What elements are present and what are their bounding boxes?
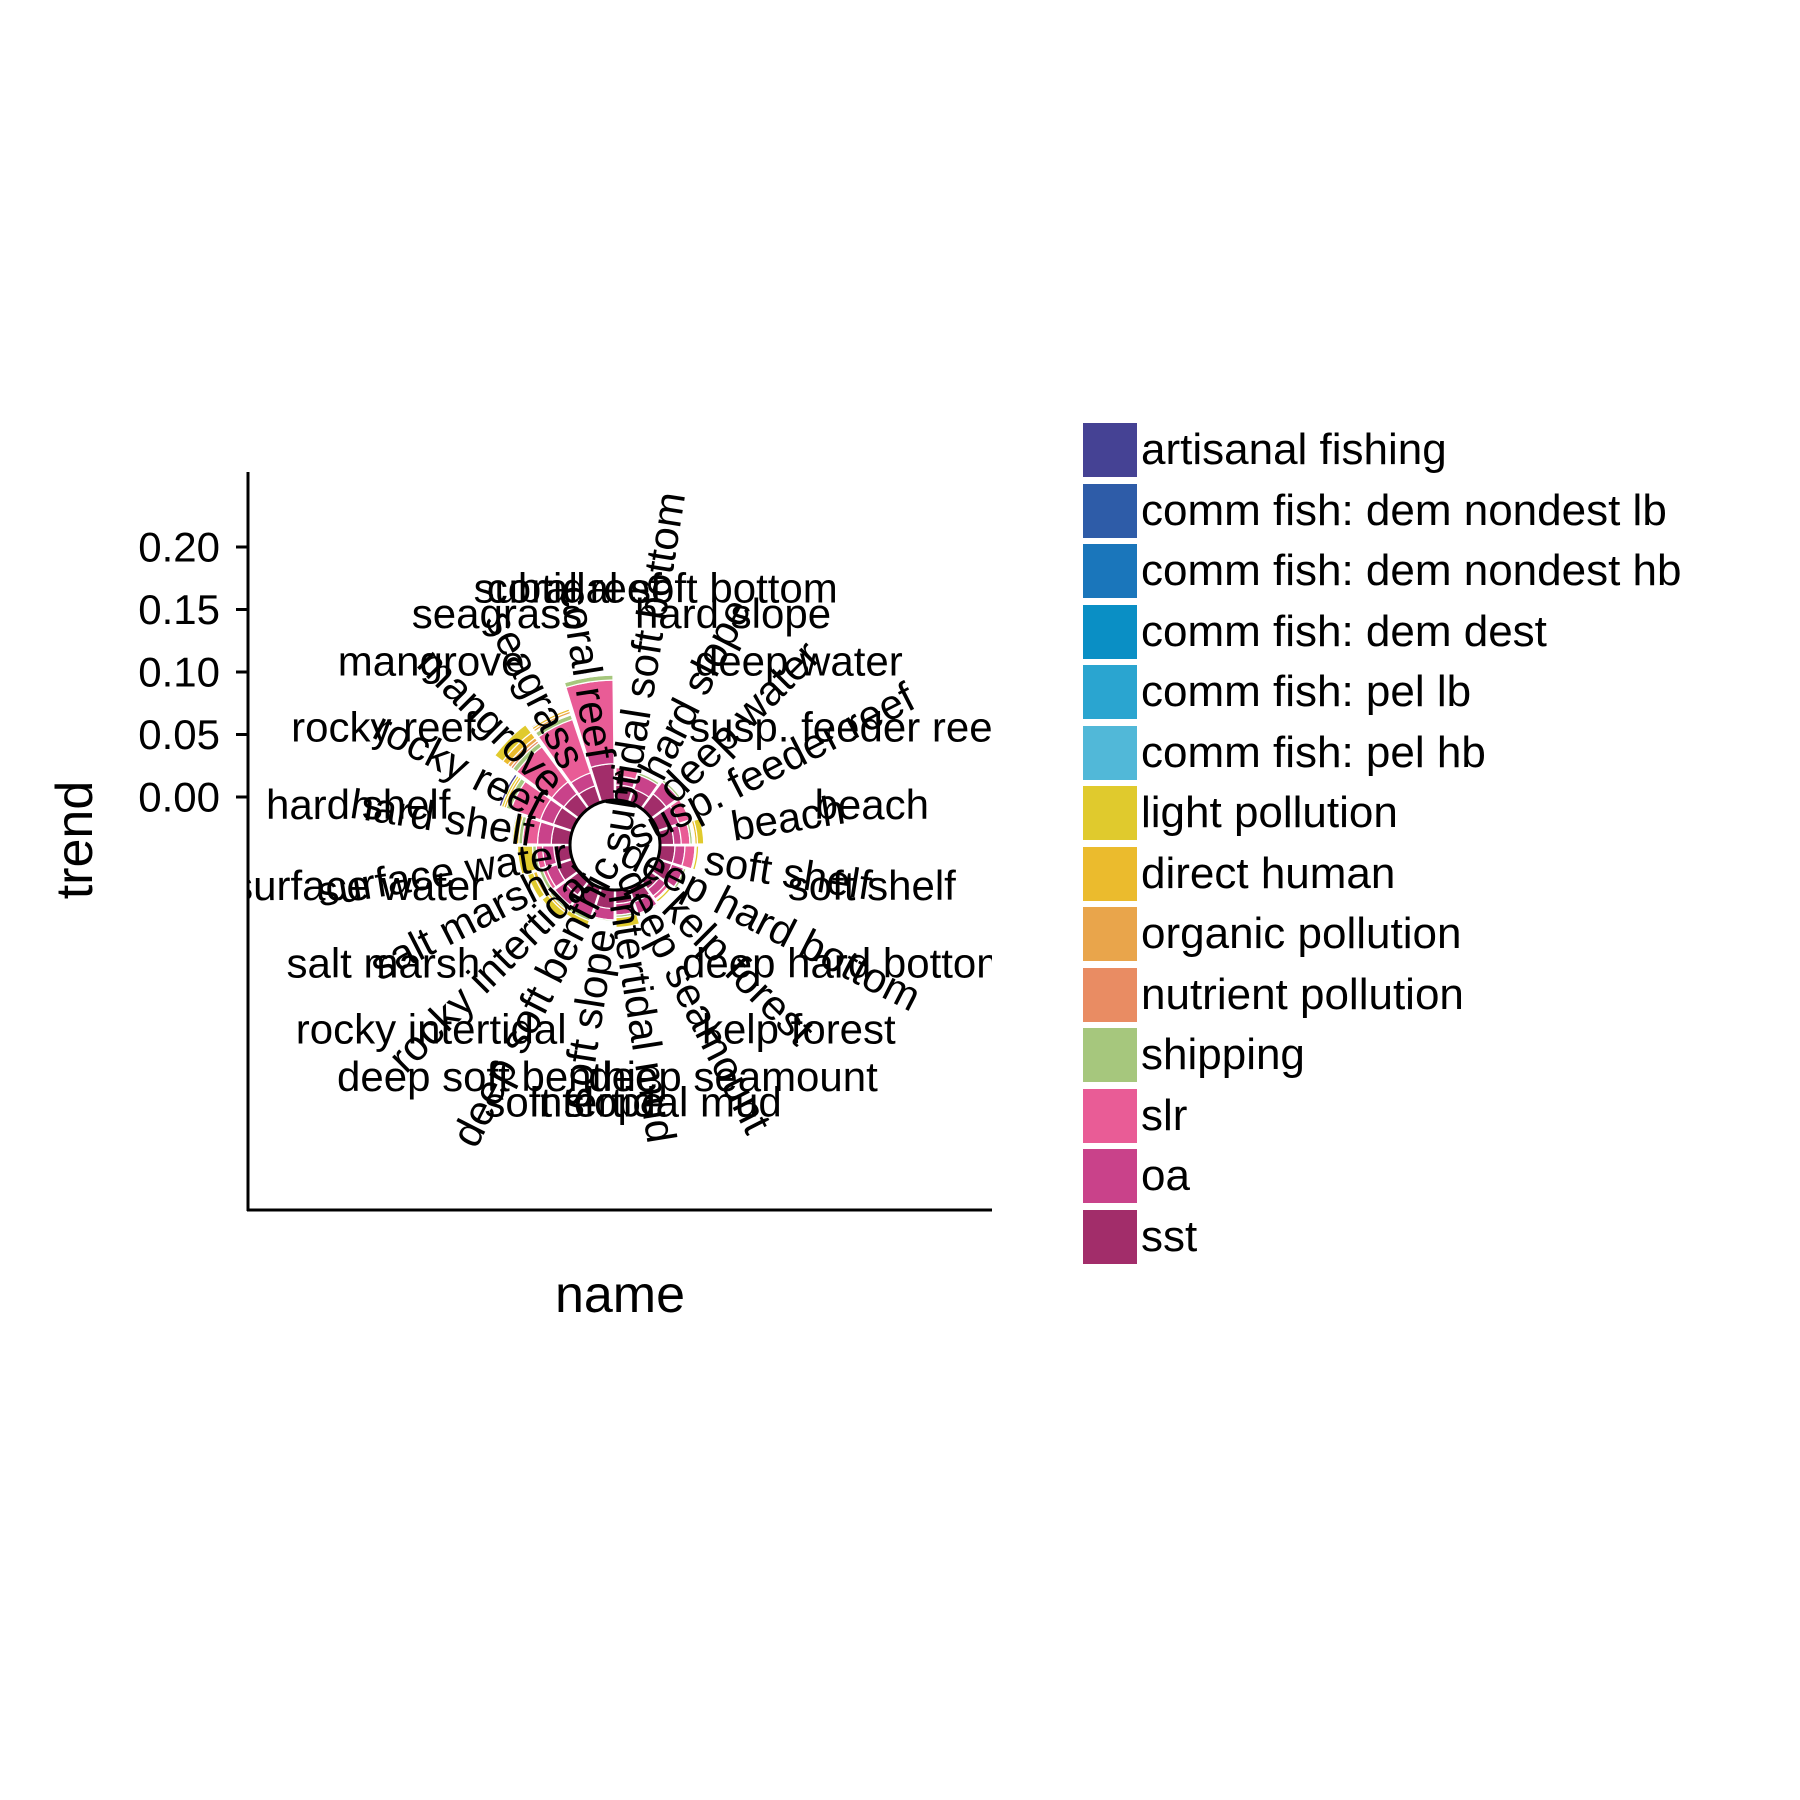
category-label-outer: deep hard bottom — [682, 940, 1011, 987]
category-label-outer: subtidal soft bottom — [474, 565, 838, 612]
category-label-outer: soft shelf — [788, 862, 956, 909]
category-label-outer: salt marsh — [286, 940, 480, 987]
category-label-outer: susp. feeder reef — [689, 703, 1005, 750]
y-ticks: 0.00 0.05 0.10 0.15 0.20 — [138, 524, 248, 821]
category-label-outer: seagrass — [412, 590, 582, 637]
category-label-outer: kelp forest — [702, 1005, 896, 1052]
legend-swatch — [1083, 846, 1137, 901]
legend-label: nutrient pollution — [1141, 969, 1464, 1019]
legend-label: organic pollution — [1141, 909, 1462, 958]
legend-swatch — [1083, 544, 1137, 598]
category-label-outer: intertidal mud — [530, 1078, 782, 1125]
bar-segment — [693, 817, 705, 845]
category-label-outer: mangrove — [338, 638, 525, 685]
legend-label: oa — [1141, 1151, 1190, 1200]
legend-label: light pollution — [1141, 788, 1398, 837]
bar-segment — [591, 915, 615, 922]
bar-segment — [498, 773, 518, 808]
legend-label: comm fish: pel lb — [1141, 667, 1472, 716]
category-label-outer: deep seamount — [588, 1053, 878, 1100]
category-label-outer: hard slope — [635, 590, 831, 637]
legend-swatch — [1083, 483, 1137, 538]
bar-segment — [655, 885, 673, 903]
bar-segment — [516, 845, 537, 875]
bar-segment — [539, 898, 562, 921]
bar-segment — [564, 913, 589, 928]
legend-label: direct human — [1141, 848, 1396, 898]
category-label-outer: coral reef — [487, 565, 662, 612]
bar-segment — [530, 706, 570, 729]
legend-swatch — [1083, 665, 1137, 719]
category-label-outer: beach — [815, 781, 929, 828]
bar-segment — [637, 903, 659, 916]
legend-label: comm fish: dem dest — [1141, 606, 1547, 656]
bar-segment — [637, 772, 660, 786]
y-axis-title: trend — [46, 781, 104, 900]
y-tick-label: 0.05 — [138, 711, 220, 758]
legend-swatch — [1083, 604, 1137, 659]
bar-segment — [510, 813, 518, 845]
x-axis-title: name — [555, 1266, 685, 1324]
legend-swatch — [1083, 1209, 1137, 1264]
category-label-outer: rocky reef — [291, 703, 476, 750]
axes-layer: 0.00 0.05 0.10 0.15 0.20 — [138, 472, 992, 1212]
bar-segment — [661, 779, 681, 799]
bar-segment — [691, 845, 700, 871]
bars-layer — [493, 669, 705, 929]
legend-swatch — [1083, 786, 1137, 840]
y-tick-label: 0.20 — [138, 524, 220, 571]
category-label-outer: hard shelf — [266, 781, 451, 828]
bar-segment — [526, 871, 546, 900]
bar-segment — [673, 867, 687, 890]
y-tick-label: 0.10 — [138, 649, 220, 696]
bar-segment — [493, 723, 533, 763]
category-label-outer: deep water — [695, 638, 903, 685]
category-label-outer: deep soft benthic — [337, 1053, 657, 1100]
y-tick-label: 0.00 — [138, 774, 220, 821]
bar-segment — [562, 669, 614, 680]
legend-swatch — [1083, 1028, 1137, 1082]
legend-label: shipping — [1141, 1030, 1305, 1079]
legend-label: comm fish: dem nondest lb — [1141, 485, 1667, 535]
legend-swatch — [1083, 967, 1137, 1022]
legend-label: comm fish: dem nondest hb — [1141, 546, 1682, 595]
center-label: 1 — [610, 762, 632, 802]
category-label-outer: rocky intertidal — [296, 1005, 567, 1052]
legend-label: comm fish: pel hb — [1141, 727, 1486, 777]
legend-swatch — [1083, 907, 1137, 961]
category-label-outer: soft slope — [484, 1078, 664, 1125]
bar-segment — [678, 797, 692, 821]
category-label-outer: surface water — [232, 862, 484, 909]
y-tick-label: 0.15 — [138, 586, 220, 633]
center-hole — [568, 798, 662, 892]
legend-label: sst — [1141, 1211, 1198, 1261]
legend-label: artisanal fishing — [1141, 425, 1447, 474]
legend-swatch — [1083, 1149, 1137, 1203]
bar-segment — [615, 913, 641, 929]
bar-segment — [615, 765, 640, 772]
legend-swatch — [1083, 725, 1137, 780]
legend-swatch — [1083, 423, 1137, 477]
legend-swatch — [1083, 1088, 1137, 1143]
legend-label: slr — [1141, 1090, 1188, 1140]
